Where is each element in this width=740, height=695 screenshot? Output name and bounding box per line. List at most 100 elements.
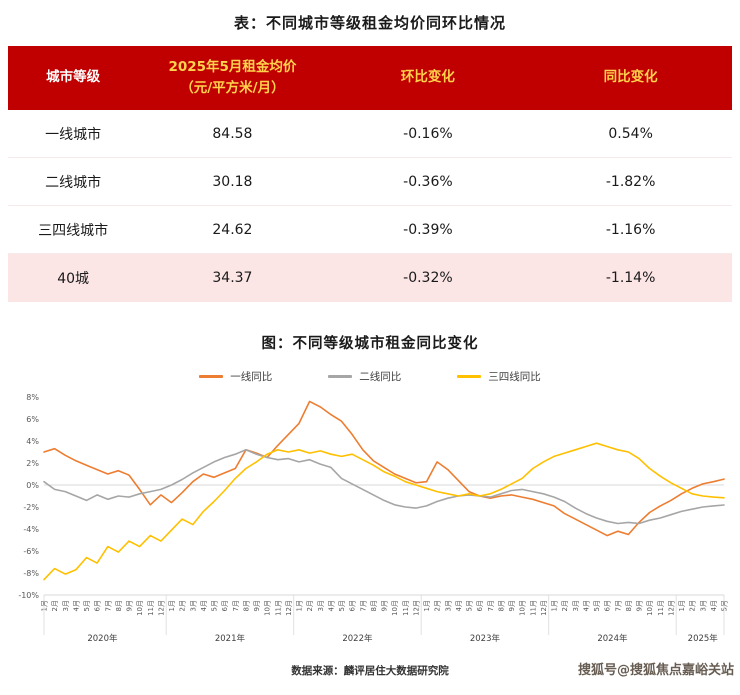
x-month-label: 2月 [306,600,314,611]
x-month-label: 10月 [519,600,527,616]
footer: 数据来源：麟评居住大数据研究院 搜狐号@搜狐焦点嘉峪关站 [0,657,740,683]
y-tick-label: -6% [23,547,39,556]
chart-title: 图：不同等级城市租金同比变化 [261,335,479,352]
x-month-label: 10月 [264,600,272,616]
x-month-label: 9月 [508,600,516,611]
x-month-label: 6月 [221,600,229,611]
header-city-tier: 城市等级 [8,46,139,110]
cell-price: 24.62 [138,205,327,255]
year-label: 2023年 [470,633,501,644]
x-month-label: 4月 [72,600,80,611]
y-tick-label: 0% [26,481,39,490]
legend-label: 一线同比 [230,371,273,384]
legend-line-swatch [328,375,353,379]
header-mom-label: 环比变化 [400,69,455,86]
table-header-row: 城市等级 2025年5月租金均价 （元/平方米/月） 环比变化 同比变化 [8,46,732,110]
series-line [43,400,725,537]
chart-section: 图：不同等级城市租金同比变化 一线同比 二线同比 三四线同比 8% 6% 4% 2% 0% -… [0,332,740,653]
x-month-label: 10月 [136,600,144,616]
table-title: 表：不同城市等级租金均价同环比情况 [233,14,506,32]
header-avg-price-line2: （元/平方米/月） [180,79,285,96]
x-month-label: 7月 [359,600,367,611]
x-month-label: 5月 [211,600,219,611]
cell-tier: 二线城市 [8,157,139,207]
series-line [43,442,725,581]
y-tick-label: 2% [26,459,39,468]
x-month-label: 5月 [338,600,346,611]
x-month-label: 8月 [115,600,123,611]
x-month-label: 1月 [678,600,686,611]
header-mom-change: 环比变化 [326,46,530,110]
y-tick-label: 6% [26,415,39,424]
x-month-label: 2月 [561,600,569,611]
x-month-label: 1月 [423,600,431,611]
x-month-label: 7月 [487,600,495,611]
table-row-40cities: 40城 34.37 -0.32% -1.14% [8,253,732,302]
x-month-label: 6月 [476,600,484,611]
legend-item: 二线同比 [328,369,401,384]
x-month-label: 5月 [83,600,91,611]
x-month-label: 6月 [349,600,357,611]
x-month-label: 4月 [710,600,718,611]
table-row-tier2: 二线城市 30.18 -0.36% -1.82% [8,157,732,207]
cell-price: 84.58 [138,109,327,159]
legend-item: 三四线同比 [457,369,541,384]
cell-mom: -0.39% [326,205,530,255]
x-month-label: 10月 [646,600,654,616]
x-month-label: 5月 [466,600,474,611]
x-month-label: 4月 [455,600,463,611]
x-month-label: 2月 [179,600,187,611]
x-month-label: 3月 [444,600,452,611]
year-label: 2022年 [342,633,373,644]
legend-label: 三四线同比 [488,371,541,384]
x-month-label: 1月 [551,600,559,611]
x-month-label: 11月 [274,600,282,616]
table-row-tier34: 三四线城市 24.62 -0.39% -1.16% [8,205,732,255]
x-month-label: 8月 [625,600,633,611]
x-month-label: 11月 [529,600,537,616]
legend-item: 一线同比 [199,369,272,384]
x-month-label: 3月 [317,600,325,611]
x-month-label: 3月 [189,600,197,611]
x-month-label: 2月 [689,600,697,611]
y-tick-label: -10% [18,591,39,600]
x-month-label: 12月 [667,600,675,616]
table-row-tier1: 一线城市 84.58 -0.16% 0.54% [8,109,732,159]
x-month-label: 1月 [296,600,304,611]
x-month-label: 1月 [168,600,176,611]
x-month-label: 7月 [614,600,622,611]
x-month-label: 12月 [157,600,165,616]
year-label: 2024年 [597,633,628,644]
cell-mom: -0.32% [326,253,530,302]
cell-mom: -0.36% [326,157,530,207]
y-tick-label: 4% [26,437,39,446]
x-month-label: 8月 [370,600,378,611]
cell-tier: 三四线城市 [8,205,139,255]
cell-tier: 一线城市 [8,109,139,159]
series-line [43,448,725,525]
header-yoy-change: 同比变化 [529,46,732,110]
x-month-label: 2月 [51,600,59,611]
y-tick-label: -8% [23,569,39,578]
cell-yoy: -1.82% [529,157,732,207]
rent-price-table: 城市等级 2025年5月租金均价 （元/平方米/月） 环比变化 同比变化 一线城… [8,46,732,302]
x-month-label: 2月 [434,600,442,611]
x-month-label: 3月 [62,600,70,611]
x-month-label: 9月 [381,600,389,611]
x-month-label: 12月 [412,600,420,616]
y-tick-label: 8% [26,393,39,402]
x-month-label: 8月 [497,600,505,611]
x-month-label: 6月 [94,600,102,611]
year-label: 2021年 [215,633,246,644]
x-month-label: 10月 [391,600,399,616]
x-month-label: 4月 [200,600,208,611]
legend-line-swatch [199,375,224,379]
x-month-label: 11月 [657,600,665,616]
header-city-tier-label: 城市等级 [46,69,101,86]
x-month-label: 3月 [699,600,707,611]
cell-mom: -0.16% [326,109,530,159]
year-label: 2025年 [688,633,719,644]
x-month-label: 5月 [593,600,601,611]
legend-label: 二线同比 [359,371,402,384]
x-month-label: 7月 [232,600,240,611]
